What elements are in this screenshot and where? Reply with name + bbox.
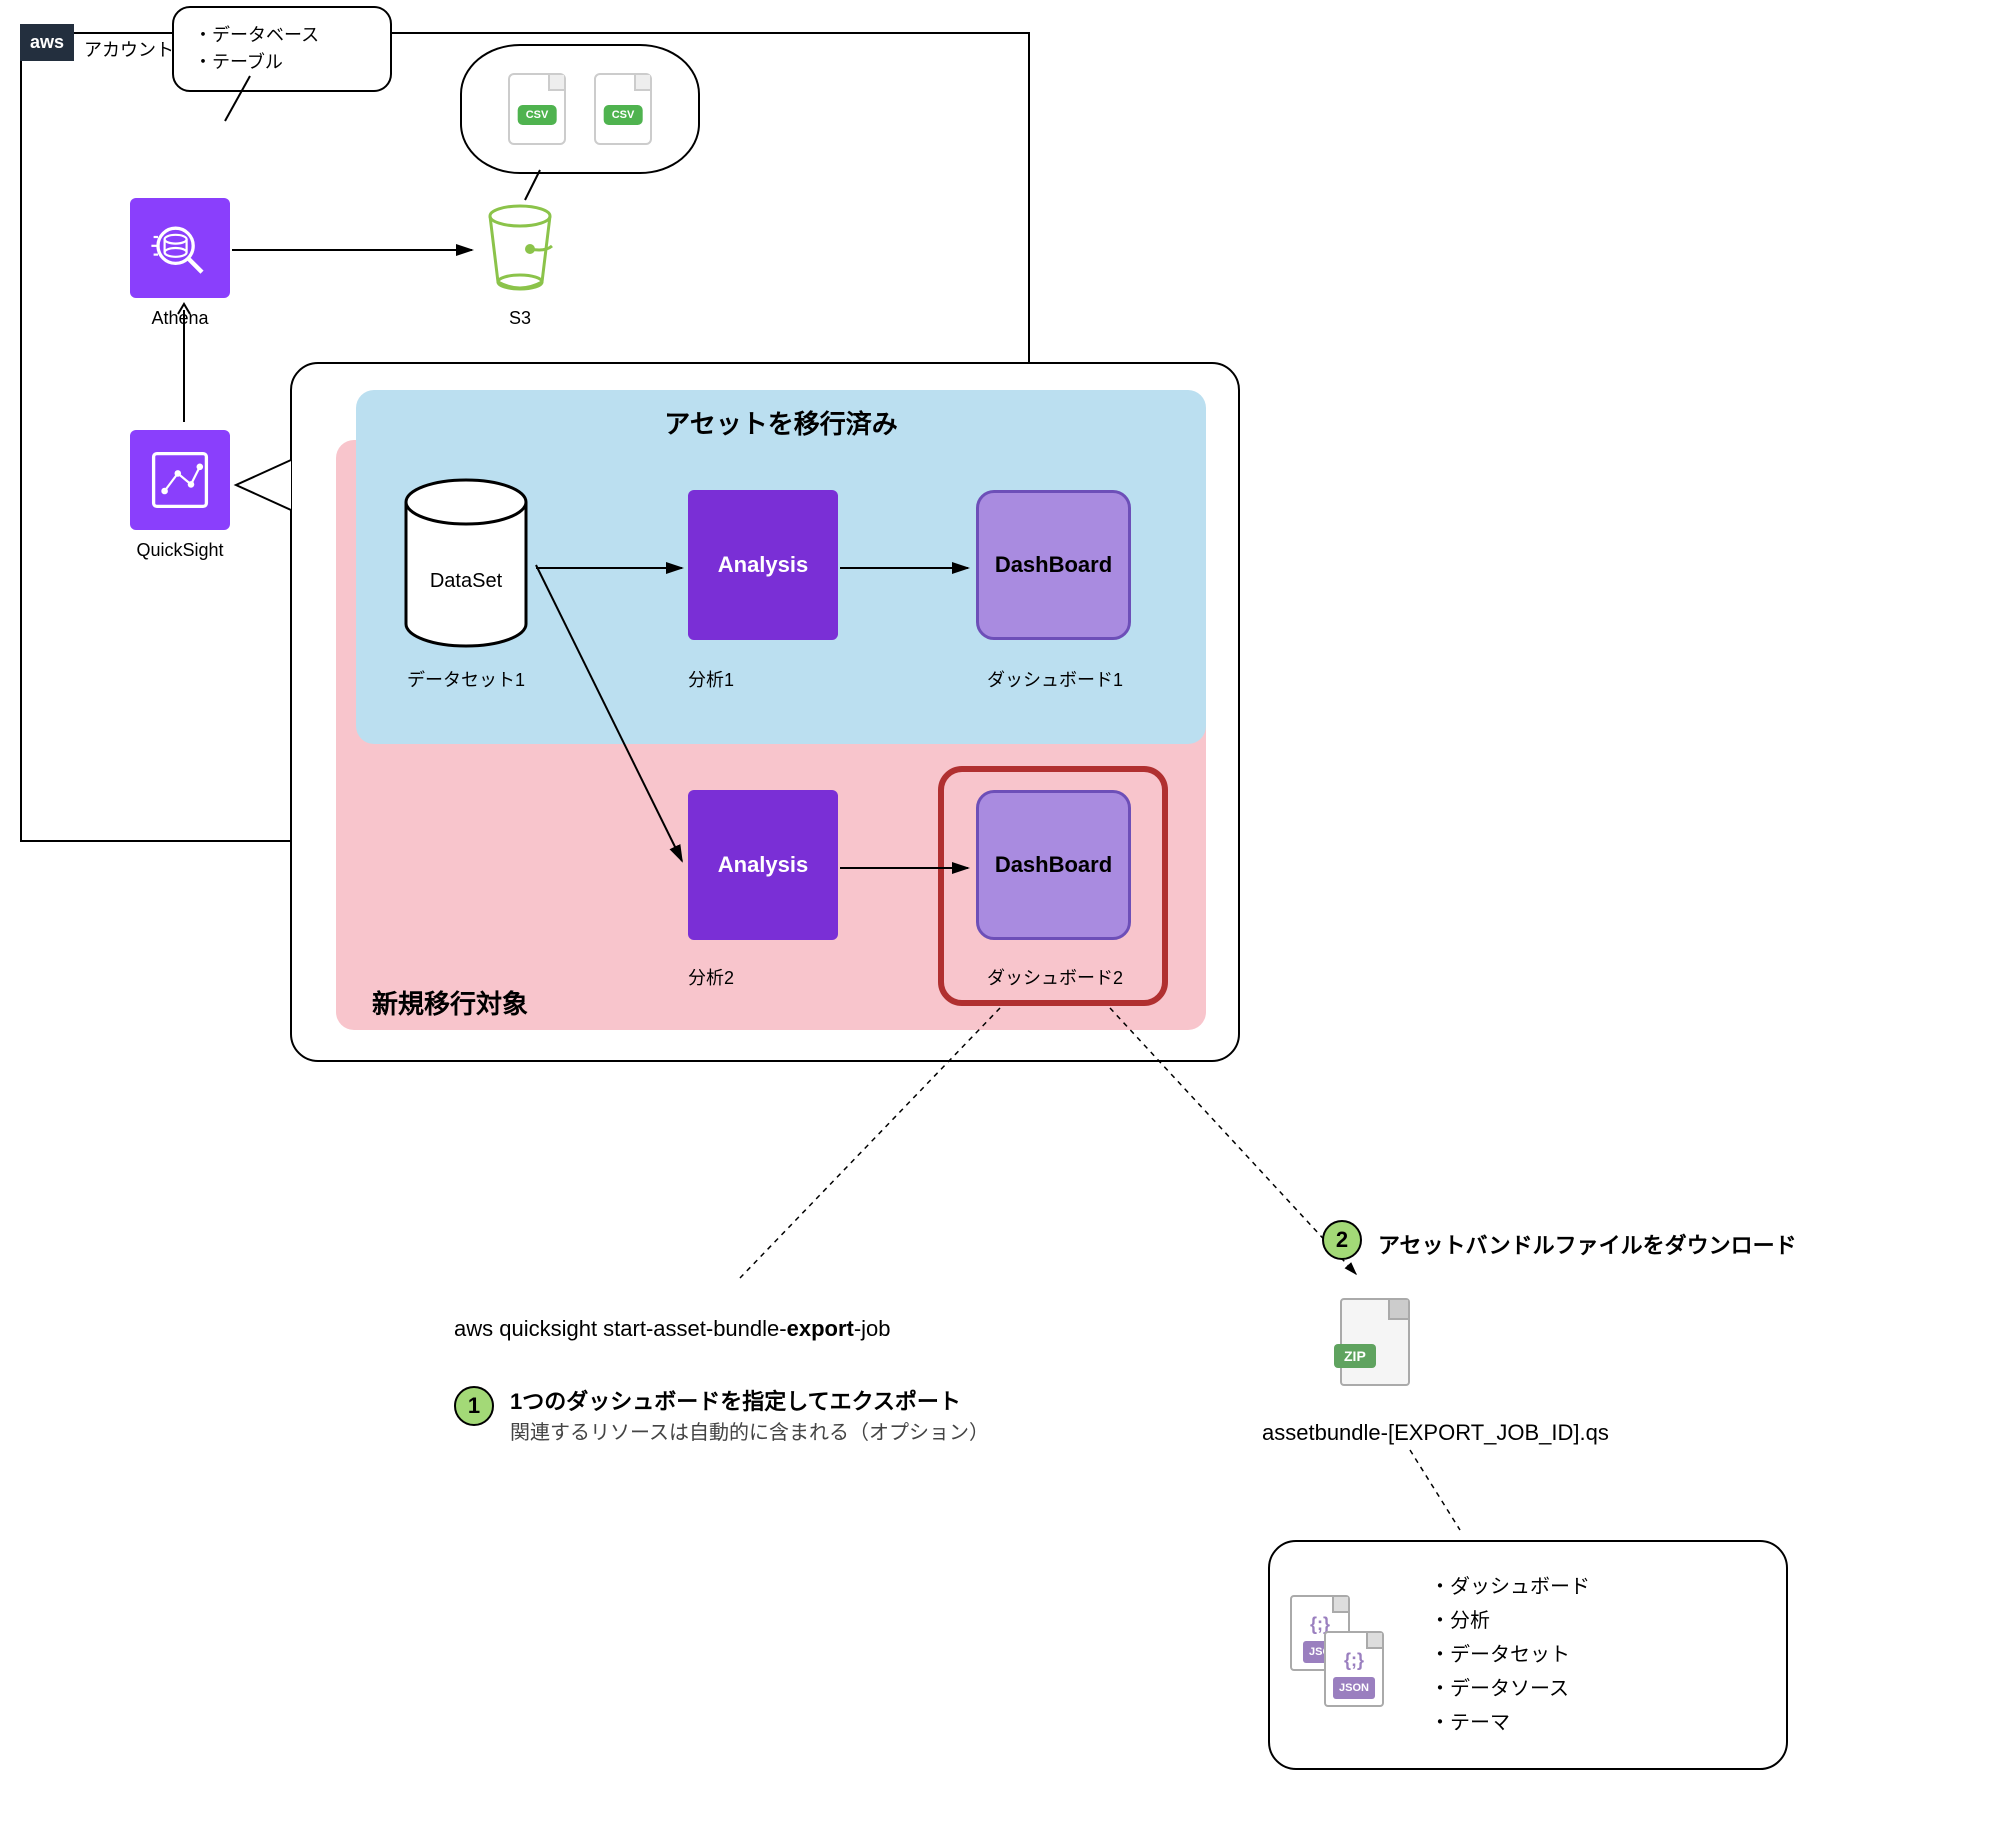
step1-badge: 1 bbox=[454, 1386, 494, 1426]
csv-badge: CSV bbox=[604, 105, 643, 125]
athena-label: Athena bbox=[130, 308, 230, 329]
analysis1-label: 分析1 bbox=[688, 666, 838, 692]
json-code: {;} bbox=[1326, 1647, 1382, 1674]
s3-label: S3 bbox=[480, 308, 560, 329]
csv-file-icon: CSV bbox=[508, 73, 566, 145]
contents-l5: ・テーマ bbox=[1430, 1706, 1590, 1740]
dataset-label: データセット1 bbox=[396, 666, 536, 692]
zone-migrated-title: アセットを移行済み bbox=[356, 404, 1206, 441]
db-bubble: ・データベース ・テーブル bbox=[172, 6, 392, 92]
contents-l4: ・データソース bbox=[1430, 1672, 1590, 1706]
contents-l2: ・分析 bbox=[1430, 1604, 1590, 1638]
contents-list: ・ダッシュボード ・分析 ・データセット ・データソース ・テーマ bbox=[1430, 1570, 1590, 1740]
step1-title: 1つのダッシュボードを指定してエクスポート bbox=[510, 1384, 961, 1416]
quicksight-icon bbox=[130, 430, 230, 530]
account-label: アカウント bbox=[84, 36, 174, 62]
contents-bubble: {;} JSO {;} JSON ・ダッシュボード ・分析 ・データセット ・デ… bbox=[1268, 1540, 1788, 1770]
zip-icon: ZIP bbox=[1340, 1298, 1410, 1386]
dataset-title: DataSet bbox=[396, 570, 536, 593]
cmd-bold: export bbox=[787, 1316, 854, 1341]
db-bubble-line2: ・テーブル bbox=[194, 49, 370, 76]
csv-file-icon: CSV bbox=[594, 73, 652, 145]
csv-badge: CSV bbox=[518, 105, 557, 125]
analysis2-label: 分析2 bbox=[688, 964, 838, 990]
contents-l3: ・データセット bbox=[1430, 1638, 1590, 1672]
dashboard2-box: DashBoard bbox=[976, 790, 1131, 940]
analysis2-box: Analysis bbox=[688, 790, 838, 940]
zip-filename: assetbundle-[EXPORT_JOB_ID].qs bbox=[1262, 1420, 1609, 1446]
aws-logo: aws bbox=[20, 24, 74, 61]
db-bubble-line1: ・データベース bbox=[194, 22, 370, 49]
dashboard1-box: DashBoard bbox=[976, 490, 1131, 640]
json-badge: JSON bbox=[1333, 1677, 1375, 1700]
step2-title: アセットバンドルファイルをダウンロード bbox=[1378, 1228, 1797, 1260]
cmd-post: -job bbox=[854, 1316, 891, 1341]
json-icon-2: {;} JSON bbox=[1324, 1631, 1384, 1707]
step1-sub: 関連するリソースは自動的に含まれる（オプション） bbox=[510, 1416, 989, 1445]
zone-new-title: 新規移行対象 bbox=[372, 984, 528, 1021]
s3-icon bbox=[480, 204, 560, 294]
export-command: aws quicksight start-asset-bundle-export… bbox=[454, 1316, 891, 1342]
csv-callout: CSV CSV bbox=[460, 44, 700, 174]
dashboard1-label: ダッシュボード1 bbox=[960, 666, 1150, 692]
zip-badge: ZIP bbox=[1334, 1344, 1376, 1368]
dashboard2-label: ダッシュボード2 bbox=[960, 964, 1150, 990]
analysis1-box: Analysis bbox=[688, 490, 838, 640]
quicksight-label: QuickSight bbox=[116, 540, 244, 561]
cmd-pre: aws quicksight start-asset-bundle- bbox=[454, 1316, 787, 1341]
step2-badge: 2 bbox=[1322, 1220, 1362, 1260]
dataset-cylinder: DataSet bbox=[396, 478, 536, 648]
contents-l1: ・ダッシュボード bbox=[1430, 1570, 1590, 1604]
json-icons: {;} JSO {;} JSON bbox=[1290, 1595, 1400, 1715]
athena-icon bbox=[130, 198, 230, 298]
